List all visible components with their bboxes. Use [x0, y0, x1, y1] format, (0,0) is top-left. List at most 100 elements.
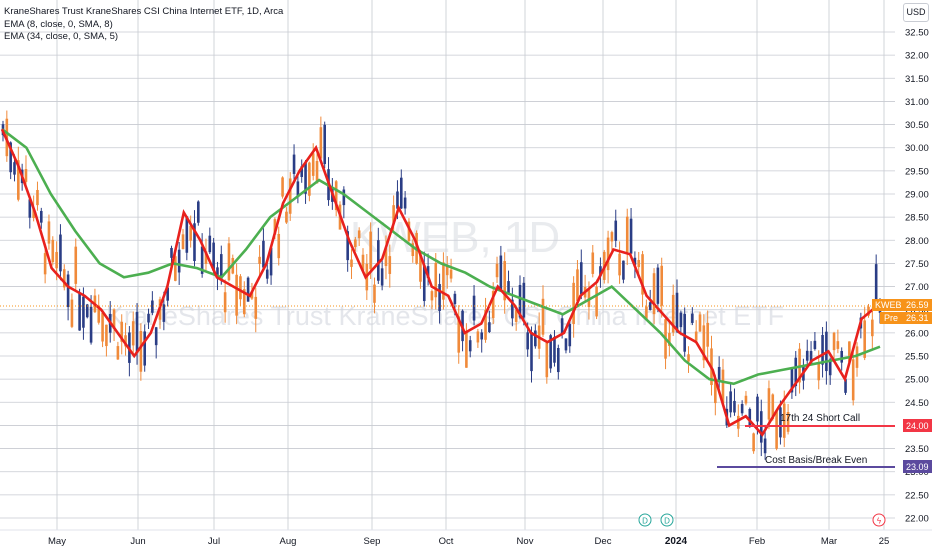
candle-body [622, 260, 625, 280]
price-tick-label: 31.00 [905, 97, 929, 108]
svg-text:D: D [642, 517, 648, 526]
candle-body [740, 403, 744, 414]
candle-body [495, 263, 499, 278]
candle-body [511, 299, 514, 319]
candle-body [706, 322, 709, 347]
candle-body [572, 282, 575, 325]
time-tick-label: Mar [821, 536, 837, 547]
dividend-marker[interactable]: D [638, 513, 652, 527]
candle-body [786, 412, 790, 432]
candle-body [139, 331, 143, 372]
candle-body [143, 331, 146, 366]
earnings-marker[interactable]: D [660, 513, 674, 527]
candle-body [197, 201, 200, 223]
candle-body [484, 310, 487, 340]
time-tick-label: Oct [439, 536, 454, 547]
candle-body [78, 292, 81, 331]
candle-body [112, 309, 116, 329]
candle-body [564, 338, 568, 351]
price-tick-label: 25.50 [905, 352, 929, 363]
candle-body [181, 234, 185, 250]
candle-body [13, 162, 16, 175]
cost-basis-annotation[interactable]: Cost Basis/Break Even [765, 455, 867, 466]
candle-body [304, 162, 307, 194]
time-tick-label: Aug [280, 536, 297, 547]
candle-body [254, 296, 258, 319]
candle-body [269, 247, 273, 276]
candlestick-series [1, 110, 882, 460]
candle-body [66, 274, 70, 308]
flash-event-icon[interactable]: ϟ [872, 513, 886, 527]
candle-body [147, 313, 150, 323]
candle-body [154, 327, 158, 346]
candle-body [553, 336, 556, 363]
candle-body [549, 335, 552, 369]
candle-body [656, 267, 660, 304]
candle-body [442, 262, 445, 300]
candle-body [350, 259, 353, 267]
price-tick-label: 30.50 [905, 120, 929, 131]
time-axis[interactable]: May Jun Jul Aug Sep Oct Nov Dec 2024 Feb Mar 25 [0, 529, 932, 550]
candle-body [281, 177, 284, 197]
candle-body [17, 160, 20, 200]
candle-body [863, 320, 866, 358]
candle-body [683, 313, 686, 352]
candle-body [204, 251, 208, 264]
candle-body [560, 318, 564, 334]
price-tick-label: 22.50 [905, 490, 929, 501]
candle-body [32, 208, 35, 219]
symbol-title[interactable]: KraneShares Trust KraneShares CSI China … [4, 6, 284, 17]
candle-body [166, 287, 169, 301]
candle-body [468, 340, 472, 352]
candle-body [346, 231, 349, 261]
price-tick-label: 28.50 [905, 213, 929, 224]
candle-body [530, 332, 533, 372]
candle-body [744, 395, 748, 404]
candle-body [39, 210, 43, 223]
candle-body [817, 363, 821, 381]
ema-34-legend[interactable]: EMA (34, close, 0, SMA, 5) [4, 31, 119, 42]
candle-body [300, 166, 304, 177]
candle-body [97, 305, 101, 323]
svg-text:Pre: Pre [884, 313, 898, 323]
price-tick-label: 29.50 [905, 166, 929, 177]
candle-body [200, 246, 204, 274]
candle-body [246, 277, 250, 302]
candle-body [514, 310, 518, 322]
candle-body [24, 169, 28, 182]
candle-body [633, 257, 637, 266]
candle-body [599, 266, 602, 277]
price-axis[interactable]: 32.50 32.00 31.50 31.00 30.50 30.00 29.50 29.00… [895, 0, 932, 530]
svg-text:26.59: 26.59 [906, 300, 929, 310]
candle-body [315, 161, 319, 184]
candle-body [426, 266, 430, 279]
candle-body [124, 335, 127, 347]
candle-body [369, 231, 372, 270]
candle-body [821, 334, 824, 365]
candle-body [752, 433, 755, 452]
candle-body [334, 181, 338, 211]
candle-body [434, 262, 438, 298]
candle-body [480, 332, 484, 340]
candle-body [373, 284, 376, 303]
candle-body [216, 267, 219, 279]
candle-body [851, 359, 855, 401]
candle-body [748, 408, 752, 426]
price-tick-label: 29.00 [905, 190, 929, 201]
candle-body [813, 340, 817, 350]
candle-body [170, 247, 173, 258]
candle-body [526, 332, 529, 350]
price-tick-label: 24.50 [905, 398, 929, 409]
candle-body [265, 269, 269, 279]
ema-8-legend[interactable]: EMA (8, close, 0, SMA, 8) [4, 18, 113, 30]
currency-button[interactable]: USD [903, 3, 929, 22]
candle-body [836, 341, 840, 349]
candle-body [476, 331, 480, 343]
candle-body [384, 248, 388, 267]
short-call-annotation[interactable]: 17th 24 Short Call [780, 413, 860, 424]
cost-basis-price-badge: 23.09 [903, 460, 932, 473]
candle-body [292, 154, 296, 174]
candle-body [679, 312, 683, 328]
svg-text:D: D [664, 517, 670, 526]
